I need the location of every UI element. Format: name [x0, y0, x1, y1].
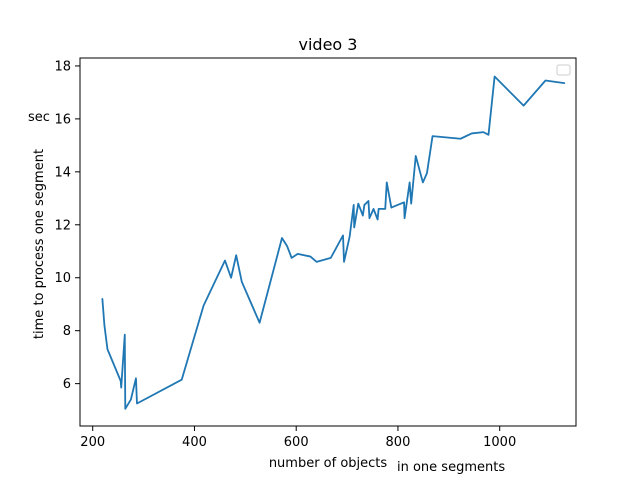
- x-tick-label-800: 800: [386, 435, 411, 450]
- y-tick-label-12: 12: [54, 218, 71, 233]
- y-axis-unit-label: sec: [28, 110, 50, 125]
- y-tick-label-10: 10: [54, 271, 71, 286]
- x-tick-label-400: 400: [182, 435, 207, 450]
- x-tick-label-600: 600: [284, 435, 309, 450]
- y-tick-label-8: 8: [63, 324, 71, 339]
- y-axis-label: time to process one segment: [32, 149, 47, 339]
- x-axis-label-suffix: in one segments: [397, 460, 505, 475]
- x-tick-label-1000: 1000: [483, 435, 516, 450]
- legend-box: [556, 64, 571, 76]
- plot-area-frame: [79, 57, 577, 427]
- x-axis-label: number of objects: [269, 456, 388, 471]
- y-tick-label-18: 18: [54, 59, 71, 74]
- y-tick-label-16: 16: [54, 112, 71, 127]
- y-axis: 6 8 10 12 14 16 18: [54, 59, 80, 392]
- series-layer: [101, 75, 566, 410]
- x-tick-label-200: 200: [80, 435, 105, 450]
- chart-title: video 3: [299, 35, 358, 54]
- series-line-1: [101, 75, 566, 410]
- y-tick-label-14: 14: [54, 165, 71, 180]
- y-tick-label-6: 6: [63, 377, 71, 392]
- x-axis: 200 400 600 800 1000: [80, 426, 516, 450]
